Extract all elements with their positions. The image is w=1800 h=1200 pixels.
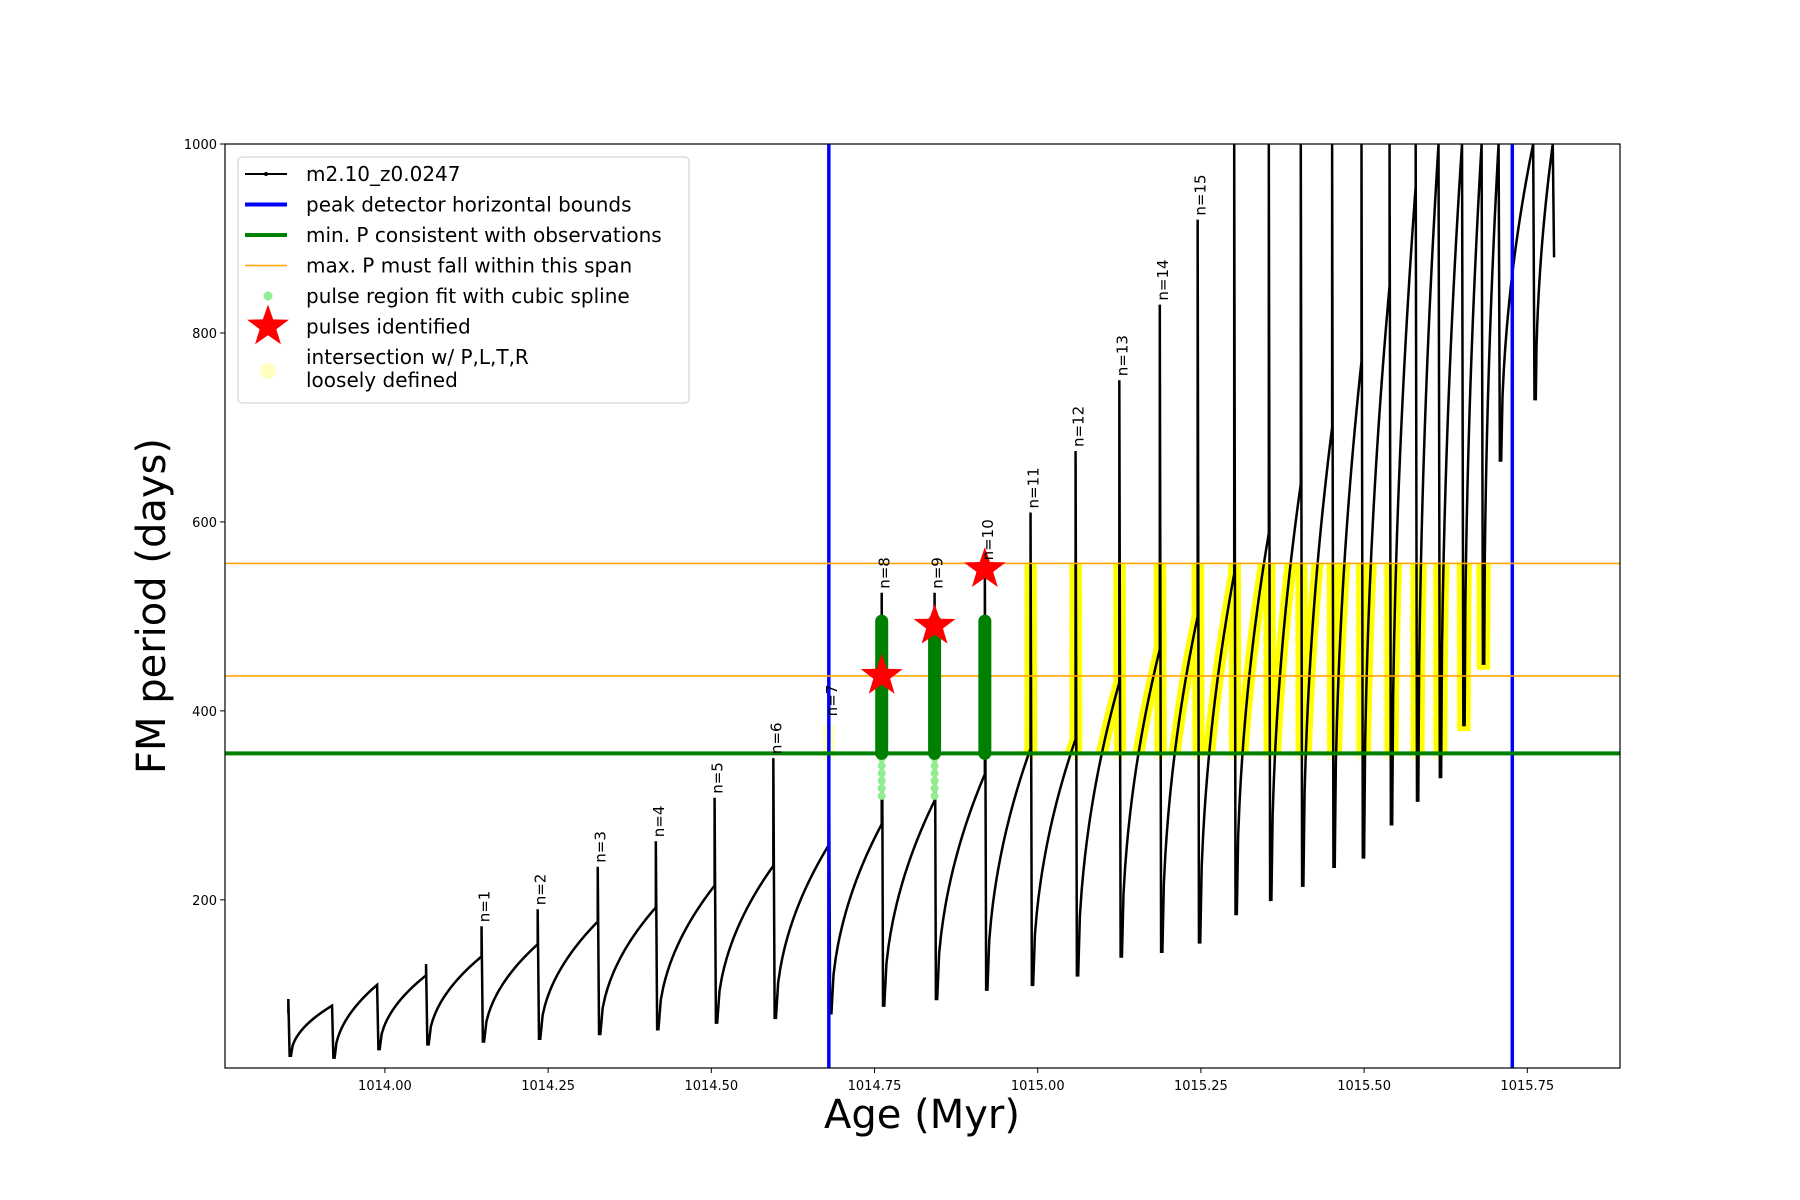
legend-label: min. P consistent with observations xyxy=(306,223,662,247)
x-axis-label: Age (Myr) xyxy=(824,1092,1020,1138)
pulse-number-label: n=8 xyxy=(876,557,894,589)
legend-dot-icon xyxy=(264,172,268,176)
pulse-identified-star xyxy=(860,653,903,694)
x-tick-label: 1015.25 xyxy=(1174,1079,1228,1094)
series-m2.10-z0.0247 xyxy=(287,144,1556,1059)
y-axis-label: FM period (days) xyxy=(129,438,175,774)
legend-label: m2.10_z0.0247 xyxy=(306,162,461,186)
legend-label: peak detector horizontal bounds xyxy=(306,193,632,217)
axes-frame xyxy=(224,143,1621,1069)
spline-fit-point xyxy=(930,784,939,793)
x-tick-label: 1015.50 xyxy=(1337,1079,1391,1094)
pulse-number-label: n=4 xyxy=(650,806,668,838)
pulse-number-label: n=13 xyxy=(1113,335,1131,376)
x-tick-label: 1015.75 xyxy=(1500,1079,1554,1094)
pulse-number-label: n=11 xyxy=(1025,467,1043,508)
y-tick-label: 1000 xyxy=(184,138,217,153)
pulse-number-label: n=15 xyxy=(1192,174,1210,215)
spline-fit-point xyxy=(877,776,886,785)
y-tick-label: 200 xyxy=(192,894,217,909)
x-tick-label: 1014.50 xyxy=(684,1079,738,1094)
spline-fit-point xyxy=(930,791,939,800)
x-tick-label: 1014.25 xyxy=(521,1079,575,1094)
spline-fit-point xyxy=(877,761,886,770)
pulse-number-label: n=9 xyxy=(929,557,947,589)
legend-label: pulses identified xyxy=(306,315,471,339)
spline-fit-point xyxy=(930,776,939,785)
pulse-identified-star xyxy=(963,547,1006,587)
x-tick-label: 1015.00 xyxy=(1011,1079,1065,1094)
x-tick-label: 1014.75 xyxy=(848,1079,902,1094)
plot-area: n=1 n=2 n=3 n=4 n=5 n=6 n=7 n=8 n=9 n=10 n=11 n=12 n… xyxy=(225,144,1620,1068)
pulse-number-label: n=6 xyxy=(767,722,785,754)
legend-star-icon xyxy=(247,304,289,345)
pulse-number-label: n=10 xyxy=(979,519,997,560)
pulse-identified-star xyxy=(913,603,956,644)
y-tick-label: 600 xyxy=(192,516,217,531)
y-tick-label: 800 xyxy=(192,327,217,342)
pulse-number-label: n=12 xyxy=(1070,406,1088,447)
legend-box xyxy=(237,156,690,404)
pulse-number-label: n=7 xyxy=(823,685,841,717)
spline-fit-point xyxy=(930,769,939,778)
legend-label: max. P must fall within this span xyxy=(306,254,632,278)
pulse-number-label: n=5 xyxy=(709,762,727,794)
pulse-number-label: n=1 xyxy=(476,891,494,923)
pulse-number-label: n=14 xyxy=(1154,259,1172,300)
spline-fit-point xyxy=(877,769,886,778)
legend-label: intersection w/ P,L,T,R xyxy=(306,345,529,369)
spline-fit-point xyxy=(877,784,886,793)
pulse-number-label: n=3 xyxy=(592,831,610,863)
spline-fit-point xyxy=(877,791,886,800)
legend-dot-icon xyxy=(263,291,273,301)
legend-label: pulse region fit with cubic spline xyxy=(306,284,630,308)
spline-fit-point xyxy=(930,761,939,770)
legend-label: loosely defined xyxy=(306,368,458,392)
legend-circle-icon xyxy=(260,363,276,379)
y-tick-label: 400 xyxy=(192,705,217,720)
pulse-number-label: n=2 xyxy=(532,874,550,906)
x-tick-label: 1014.00 xyxy=(358,1079,412,1094)
axes: 1014.00 1014.25 1014.50 1014.75 1015.00 1015.… xyxy=(184,138,1554,1094)
